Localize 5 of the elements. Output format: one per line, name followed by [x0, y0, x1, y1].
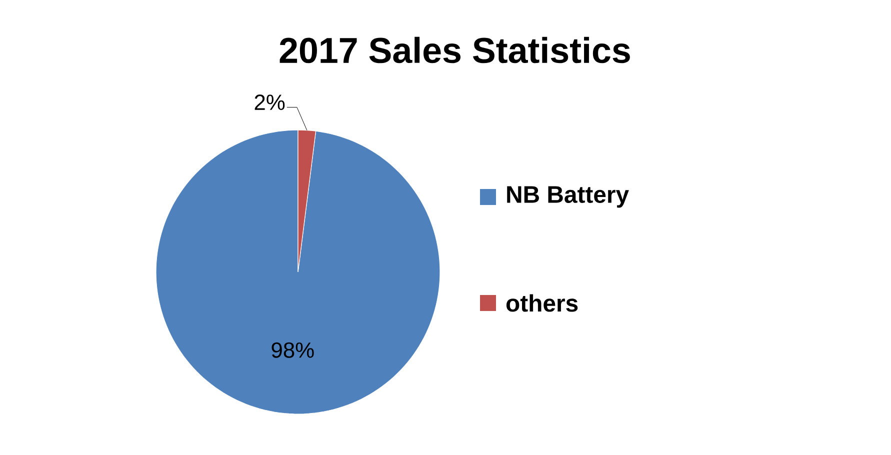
data-label: 98%	[272, 342, 314, 358]
legend-label: others	[506, 294, 578, 312]
chart-title: 2017 Sales Statistics	[280, 36, 630, 64]
legend-label: NB Battery	[507, 186, 629, 208]
data-label: 2%	[254, 94, 285, 110]
